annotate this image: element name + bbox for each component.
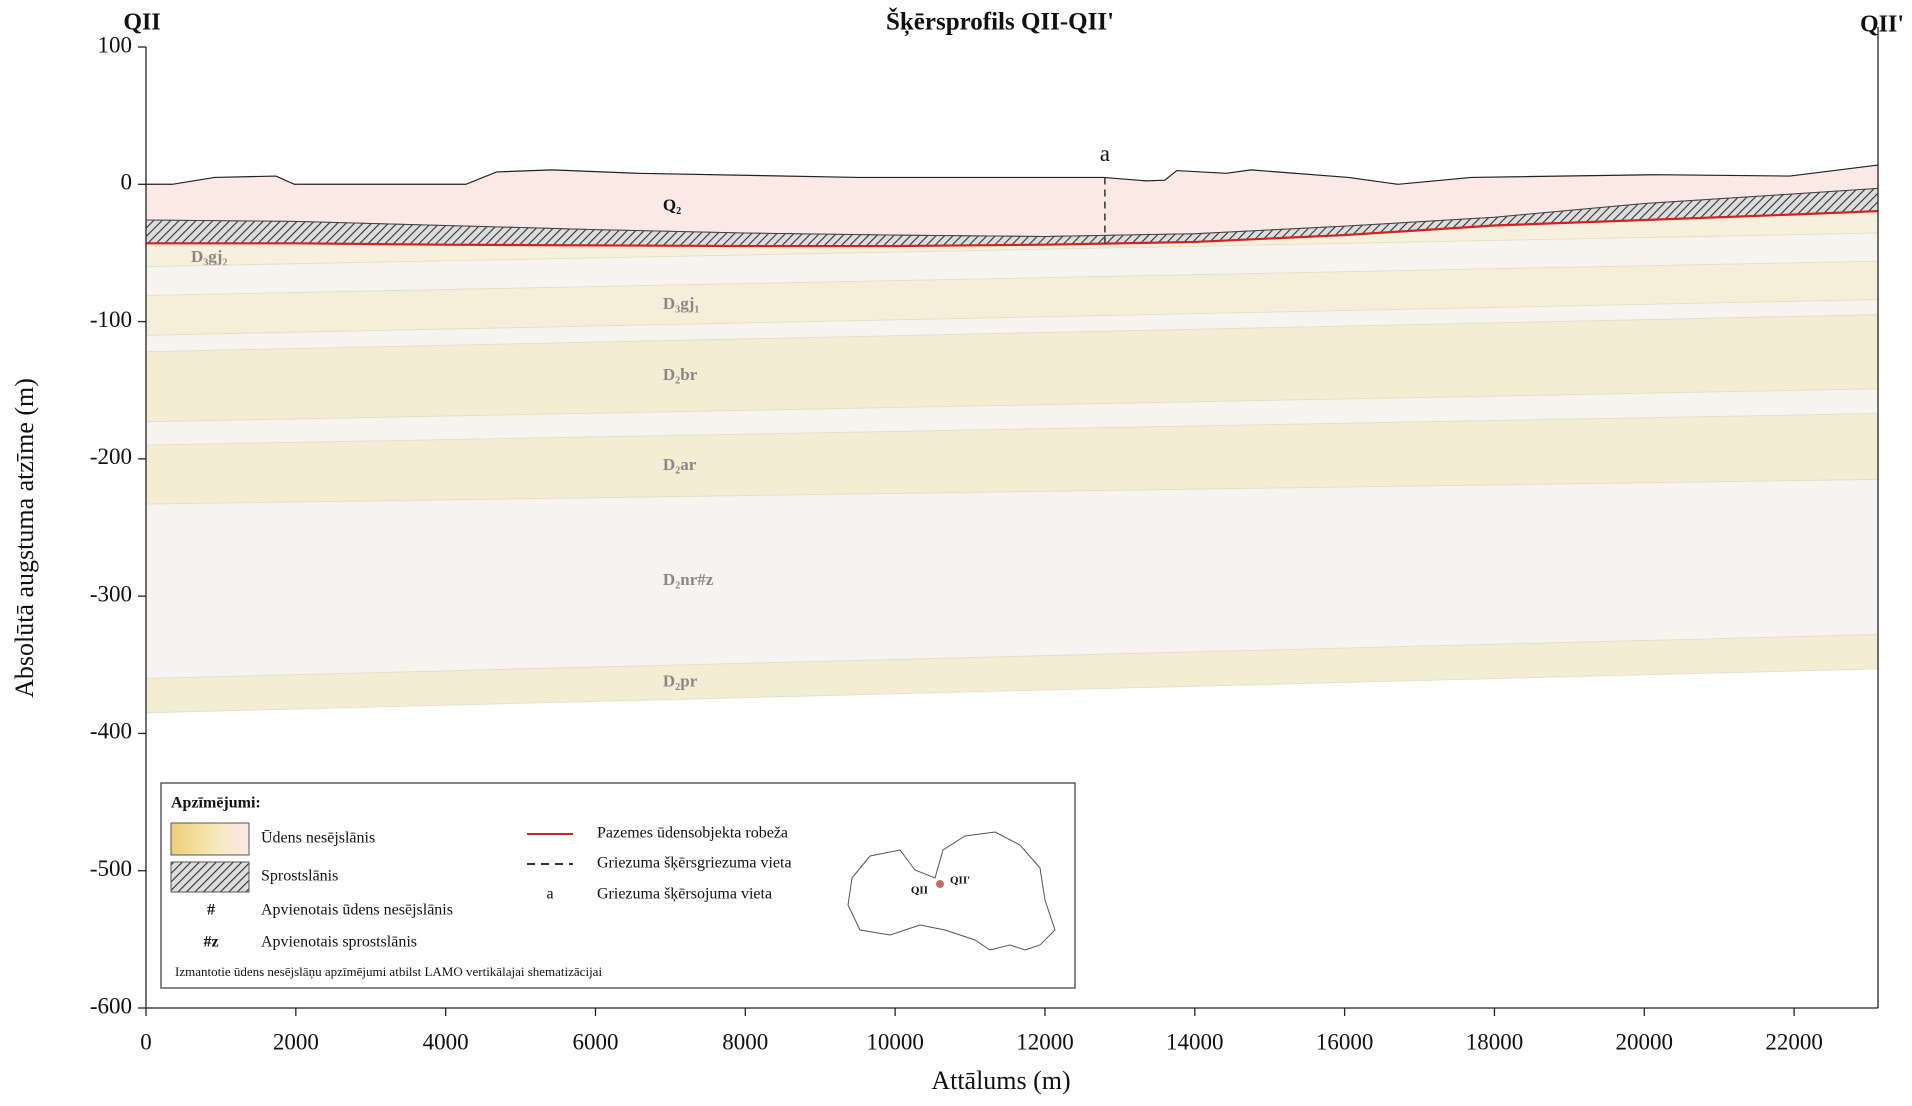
legend-text: Ūdens nesējslānis (261, 830, 375, 847)
x-tick-label: 12000 (1016, 1029, 1074, 1054)
y-tick-label: -500 (90, 856, 132, 881)
x-tick-label: 2000 (273, 1029, 319, 1054)
layer-label: D₃gj₂ (191, 247, 228, 266)
y-tick-label: -300 (90, 581, 132, 606)
legend-text: Sprostslānis (261, 868, 338, 885)
legend: Apzīmējumi: Ūdens nesējslānis Sprostslān… (161, 783, 1075, 988)
legend-symbol: a (546, 886, 553, 903)
left-label: QII (123, 10, 160, 36)
y-tick-label: -100 (90, 307, 132, 332)
legend-swatch (171, 862, 249, 892)
x-tick-label: 10000 (866, 1029, 924, 1054)
legend-symbol: #z (203, 934, 218, 951)
layer-label: Q₂ (663, 195, 681, 214)
map-label: QII' (950, 875, 970, 887)
legend-swatch (171, 823, 249, 855)
legend-text: Apvienotais ūdens nesējslānis (261, 902, 453, 919)
layer-label: D₂ar (663, 455, 697, 474)
layer-label: D₂pr (663, 671, 698, 690)
y-tick-label: -200 (90, 444, 132, 469)
map-label: QII (911, 885, 928, 897)
layer-label: D₂br (663, 365, 698, 384)
x-tick-label: 14000 (1166, 1029, 1224, 1054)
y-tick-label: 0 (121, 170, 133, 195)
legend-note: Izmantotie ūdens nesējslāņu apzīmējumi a… (175, 964, 602, 979)
y-tick-label: -400 (90, 719, 132, 744)
inset-marker (936, 880, 944, 888)
right-label: QII' (1860, 12, 1904, 38)
x-tick-label: 4000 (423, 1029, 469, 1054)
x-tick-label: 0 (140, 1029, 152, 1054)
y-tick-label: 100 (98, 32, 133, 57)
x-axis-label: Attālums (m) (931, 1066, 1070, 1095)
layer-label: D₂nr#z (663, 570, 714, 589)
legend-symbol: # (207, 902, 215, 919)
x-tick-label: 20000 (1616, 1029, 1674, 1054)
section-marker-label: a (1100, 141, 1110, 166)
legend-text: Griezuma šķērsojuma vieta (597, 886, 772, 903)
layer-label: D₃gj₁ (663, 294, 700, 313)
x-tick-label: 18000 (1466, 1029, 1524, 1054)
chart-title: Šķērsprofils QII-QII' (886, 8, 1114, 37)
x-tick-label: 6000 (572, 1029, 618, 1054)
legend-title: Apzīmējumi: (171, 795, 261, 812)
chart: D₃gj₂ D₃gj₁ D₂br D₂ar D₂nr#z D₂pr Q₂ a 100 0 -100 -… (0, 0, 1912, 1106)
legend-text: Griezuma šķērsgriezuma vieta (597, 855, 792, 872)
legend-text: Apvienotais sprostslānis (261, 934, 417, 951)
x-tick-label: 16000 (1316, 1029, 1374, 1054)
y-axis-label: Absolūtā augstuma atzīme (m) (10, 378, 39, 698)
x-tick-label: 22000 (1765, 1029, 1823, 1054)
legend-text: Pazemes ūdensobjekta robeža (597, 825, 788, 842)
y-tick-label: -600 (90, 993, 132, 1018)
x-tick-label: 8000 (722, 1029, 768, 1054)
